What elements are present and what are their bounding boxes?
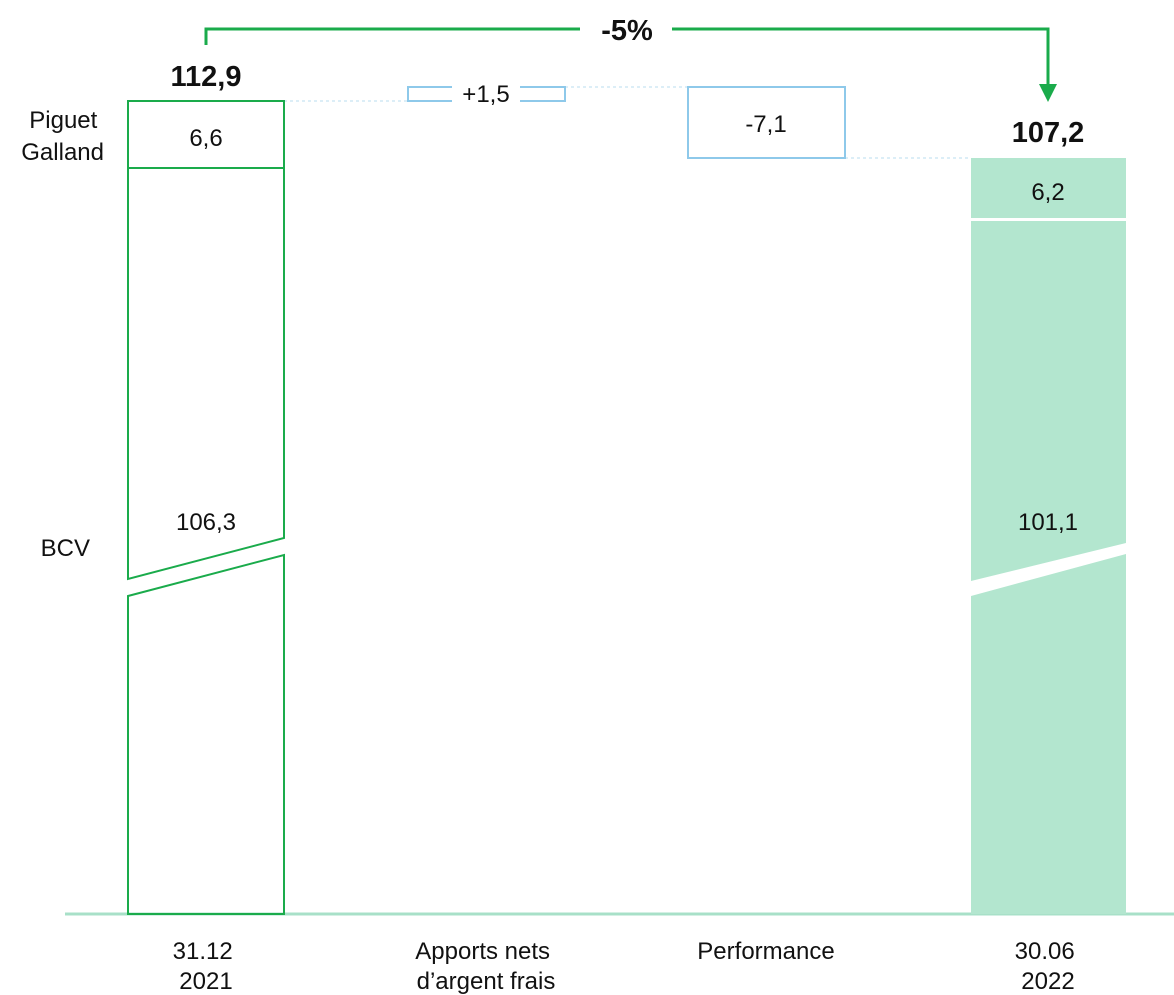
category-label-end-line-2: 2022: [1021, 968, 1074, 995]
end-bar-piguet-galland-segment: [971, 158, 1126, 218]
category-label-start: 31.12 2021: [173, 938, 240, 995]
category-label-performance: Performance: [697, 938, 834, 965]
performance-change-box: [687, 86, 846, 159]
category-label-inflow: Apports nets d’argent frais: [415, 938, 556, 995]
segment-label-piguet-galland-line-2: Galland: [21, 139, 104, 166]
start-bar-bcv-lower-segment: [127, 553, 285, 915]
inflow-label-backdrop: [452, 83, 520, 105]
end-total-label: 107,2: [1012, 117, 1085, 149]
category-label-inflow-line-2: d’argent frais: [417, 968, 556, 995]
category-label-performance-line-1: Performance: [697, 938, 834, 965]
category-label-end: 30.06 2022: [1015, 938, 1082, 995]
category-label-inflow-line-1: Apports nets: [415, 938, 550, 965]
segment-label-piguet-galland: Piguet Galland: [21, 107, 104, 166]
end-piguet-galland-value-label: 6,2: [1031, 179, 1064, 206]
category-label-start-line-2: 2021: [179, 968, 232, 995]
start-total-label: 112,9: [171, 61, 242, 93]
end-bar-bcv-lower-segment: [971, 554, 1126, 914]
segment-label-bcv: BCV: [41, 535, 90, 562]
inflow-change-value-label: +1,5: [462, 81, 509, 108]
category-label-end-line-1: 30.06: [1015, 938, 1075, 965]
category-label-start-line-1: 31.12: [173, 938, 233, 965]
end-bcv-value-label: 101,1: [1018, 509, 1078, 536]
overall-change-label-backdrop: [580, 12, 672, 46]
end-bar-bcv-upper-segment: [971, 221, 1126, 581]
performance-change-value-label: -7,1: [745, 111, 786, 138]
start-bcv-value-label: 106,3: [176, 509, 236, 536]
segment-label-piguet-galland-line-1: Piguet: [29, 107, 97, 134]
overall-change-arrowhead: [1039, 84, 1057, 102]
start-bar-bcv-upper-segment: [127, 167, 285, 581]
start-piguet-galland-value-label: 6,6: [189, 125, 222, 152]
overall-change-label: -5%: [601, 15, 653, 47]
